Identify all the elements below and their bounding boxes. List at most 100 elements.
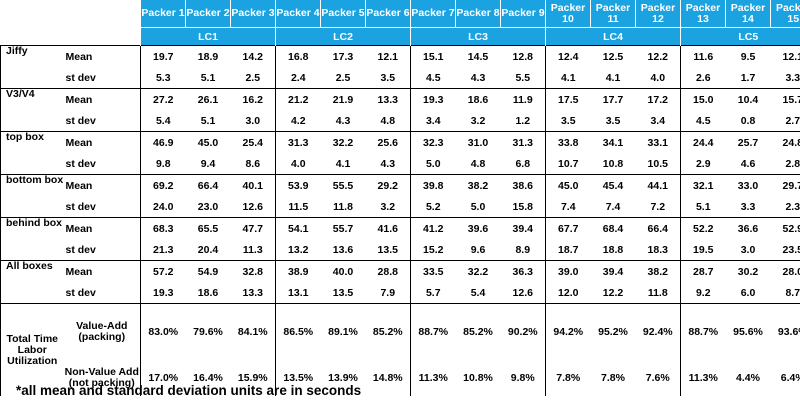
value-cell: 12.5 (590, 45, 636, 67)
value-cell: 54.1 (275, 217, 321, 239)
value-cell: 39.8 (410, 174, 456, 196)
category-label: All boxes (0, 260, 64, 304)
value-cell: 2.5 (335, 71, 351, 84)
value-cell: 7.6% (635, 360, 681, 396)
value-cell: 16.4% (193, 372, 223, 384)
value-cell: 28.7 (680, 260, 726, 282)
value-cell: 45.0 (185, 131, 231, 153)
value-cell: 11.9 (500, 88, 546, 110)
value-cell: 13.5 (365, 239, 411, 261)
value-cell: 4.0 (290, 157, 306, 170)
value-cell: 9.4 (200, 157, 216, 170)
group-header: LC5 (680, 27, 800, 46)
value-cell: 6.4% (770, 360, 800, 396)
value-cell: 9.8 (140, 153, 186, 175)
value-cell: 23.5 (770, 239, 800, 261)
value-cell: 9.6 (470, 243, 486, 256)
value-cell: 17.2 (635, 88, 681, 110)
value-cell: 6.8 (500, 153, 546, 175)
value-cell: 15.7 (770, 88, 800, 110)
stdev-row: st dev 5.4 5.1 3.0 4.2 4.3 4.8 3.4 3.2 1.2 3.5 3.5 3… (1, 110, 800, 132)
value-cell: 4.4% (736, 372, 760, 384)
value-cell: 83.0% (140, 303, 186, 360)
value-cell: 41.6 (365, 217, 411, 239)
value-cell: 2.8 (770, 153, 800, 175)
value-cell: 88.7% (680, 303, 726, 360)
value-cell: 32.2 (320, 131, 366, 153)
value-cell: 7.8% (601, 372, 625, 384)
value-cell: 10.8% (463, 372, 493, 384)
value-cell: 4.5 (695, 114, 711, 127)
value-cell: 38.2 (455, 174, 501, 196)
value-cell: 1.7 (740, 71, 756, 84)
value-cell: 28.8 (365, 260, 411, 282)
value-cell: 66.4 (185, 174, 231, 196)
value-cell: 53.9 (275, 174, 321, 196)
value-cell: 12.2 (635, 45, 681, 67)
value-cell: 39.6 (455, 217, 501, 239)
value-cell: 93.6% (770, 303, 800, 360)
value-cell: 3.2 (470, 114, 486, 127)
value-cell: 15.8 (500, 196, 546, 218)
value-cell: 27.2 (140, 88, 186, 110)
stat-label: st dev (65, 114, 96, 127)
value-cell: 11.3% (418, 372, 448, 384)
value-cell: 92.4% (635, 303, 681, 360)
value-cell: 4.3 (365, 153, 411, 175)
value-cell: 13.3 (230, 282, 276, 304)
value-cell: 38.2 (635, 260, 681, 282)
value-cell: 55.7 (320, 217, 366, 239)
value-cell: 40.0 (320, 260, 366, 282)
category-label: Total Time Labor Utilization (0, 303, 64, 396)
value-cell: 19.3 (410, 88, 456, 110)
value-cell: 33.5 (410, 260, 456, 282)
value-cell: 94.2% (545, 303, 591, 360)
value-cell: 10.8 (602, 157, 624, 170)
value-cell: 3.2 (365, 196, 411, 218)
group-header: LC3 (410, 27, 546, 46)
category-label: Jiffy (0, 45, 64, 89)
value-cell: 5.1 (695, 200, 711, 213)
mean-row: V3/V4 Mean 27.2 26.1 16.2 21.2 21.9 13.3 19.3 18.… (0, 88, 800, 132)
packer-header: Packer 9 (500, 0, 546, 28)
value-cell: 31.3 (275, 131, 321, 153)
packer-header: Packer 2 (185, 0, 231, 28)
value-cell: 33.8 (545, 131, 591, 153)
value-cell: 19.5 (693, 243, 714, 256)
footnote: *all mean and standard deviation units a… (16, 383, 362, 398)
value-cell: 2.6 (695, 71, 711, 84)
value-cell: 4.8 (365, 110, 411, 132)
value-cell: 38.9 (275, 260, 321, 282)
value-cell: 39.4 (590, 260, 636, 282)
packer-header: Packer 5 (320, 0, 366, 28)
value-cell: 6.0 (740, 286, 756, 299)
value-cell: 95.6% (725, 303, 771, 360)
value-cell: 28.0 (770, 260, 800, 282)
packer-header: Packer 1 (140, 0, 186, 28)
packer-header: Packer 13 (680, 0, 726, 28)
value-cell: 45.4 (590, 174, 636, 196)
value-cell: 46.9 (140, 131, 186, 153)
value-cell: 4.3 (470, 71, 486, 84)
value-cell: 11.8 (635, 282, 681, 304)
packer-header: Packer 8 (455, 0, 501, 28)
value-cell: 21.9 (320, 88, 366, 110)
value-cell: 3.0 (740, 243, 756, 256)
mean-row: bottom box Mean 69.2 66.4 40.1 53.9 55.5 29.2 39… (0, 174, 800, 218)
value-cell: 41.2 (410, 217, 456, 239)
value-cell: 5.0 (470, 200, 486, 213)
value-cell: 3.5 (560, 114, 576, 127)
value-cell: 54.9 (185, 260, 231, 282)
value-cell: 19.3 (140, 282, 186, 304)
value-cell: 19.7 (140, 45, 186, 67)
value-cell: 18.6 (197, 286, 219, 299)
value-cell: 38.6 (500, 174, 546, 196)
value-cell: 12.4 (545, 45, 591, 67)
value-cell: 12.2 (602, 286, 624, 299)
value-cell: 18.8 (602, 243, 624, 256)
group-header: LC4 (545, 27, 681, 46)
header-blank (0, 27, 141, 46)
value-cell: 13.3 (365, 88, 411, 110)
value-cell: 16.8 (275, 45, 321, 67)
